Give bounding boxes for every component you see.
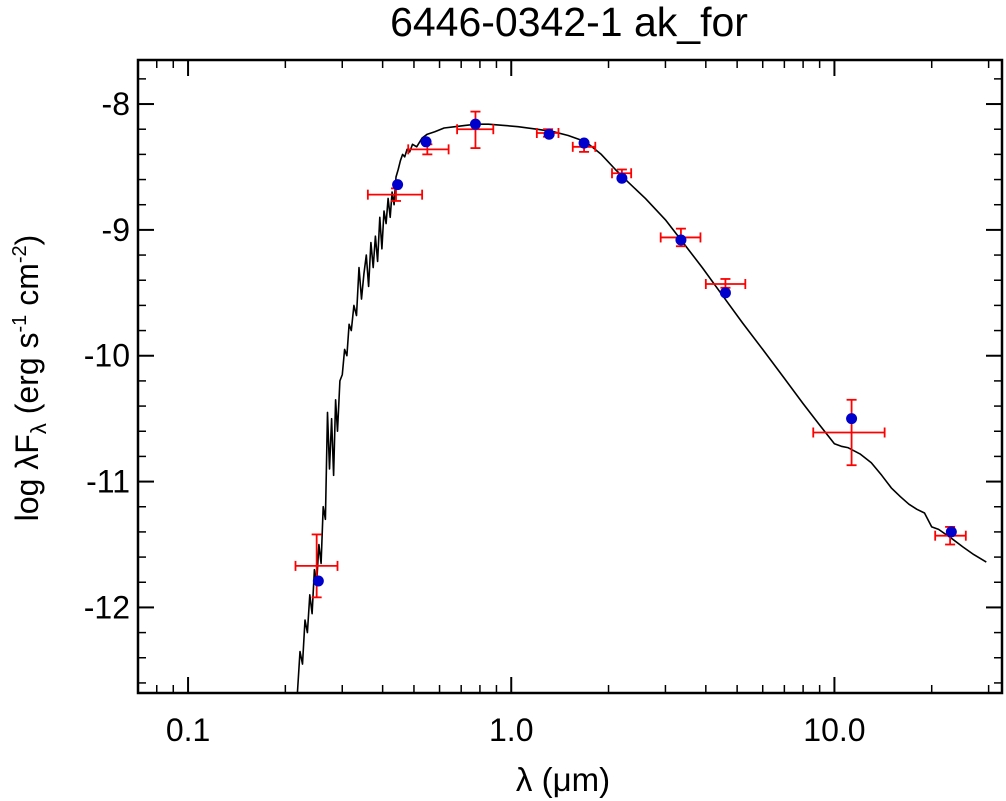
observed-point bbox=[294, 533, 339, 599]
model-photometry-point bbox=[420, 136, 432, 148]
model-photometry-point bbox=[543, 128, 555, 140]
model-spectrum-series bbox=[296, 123, 987, 694]
y-axis-label: log λFλ (erg s-1 cm-2) bbox=[9, 235, 51, 522]
y-tick-label: -12 bbox=[84, 589, 130, 625]
model-spectrum-line bbox=[296, 123, 987, 694]
model-photometry-point bbox=[469, 118, 481, 130]
x-tick-label: 0.1 bbox=[166, 712, 210, 748]
chart-title: 6446-0342-1 ak_for bbox=[390, 0, 748, 45]
model-photometry-point bbox=[578, 137, 590, 149]
y-tick-label: -8 bbox=[102, 86, 130, 122]
model-photometry-point bbox=[945, 526, 957, 538]
model-photometry-point bbox=[846, 413, 858, 425]
y-tick-label: -10 bbox=[84, 338, 130, 374]
y-tick-label: -9 bbox=[102, 212, 130, 248]
model-photometry-point bbox=[616, 172, 628, 184]
observed-point bbox=[812, 398, 886, 467]
y-tick-label: -11 bbox=[86, 464, 130, 500]
y-axis-ticks: -8 -9 -10 -11 -12 bbox=[84, 78, 1002, 684]
y-axis-label-subscript: λ bbox=[26, 423, 51, 434]
model-photometry-point bbox=[312, 575, 324, 587]
y-axis-label-sup1: -1 bbox=[9, 315, 31, 333]
x-axis-label: λ (μm) bbox=[516, 761, 610, 798]
x-axis-ticks: 0.1 1.0 10.0 bbox=[155, 60, 990, 748]
y-axis-label-open: (erg s bbox=[9, 332, 45, 423]
model-photometry-point bbox=[719, 287, 731, 299]
model-photometry-point bbox=[675, 234, 687, 246]
model-photometry-point bbox=[392, 179, 404, 191]
y-axis-label-close: ) bbox=[9, 235, 45, 246]
y-axis-label-mid: cm bbox=[9, 263, 45, 315]
y-axis-label-sup2: -2 bbox=[9, 245, 31, 263]
x-tick-label: 10.0 bbox=[803, 712, 865, 748]
model-photometry-series bbox=[312, 118, 957, 587]
y-axis-label-prefix: log λF bbox=[9, 434, 45, 521]
x-tick-label: 1.0 bbox=[489, 712, 533, 748]
observed-point bbox=[456, 110, 495, 149]
plot-frame bbox=[136, 58, 1004, 695]
